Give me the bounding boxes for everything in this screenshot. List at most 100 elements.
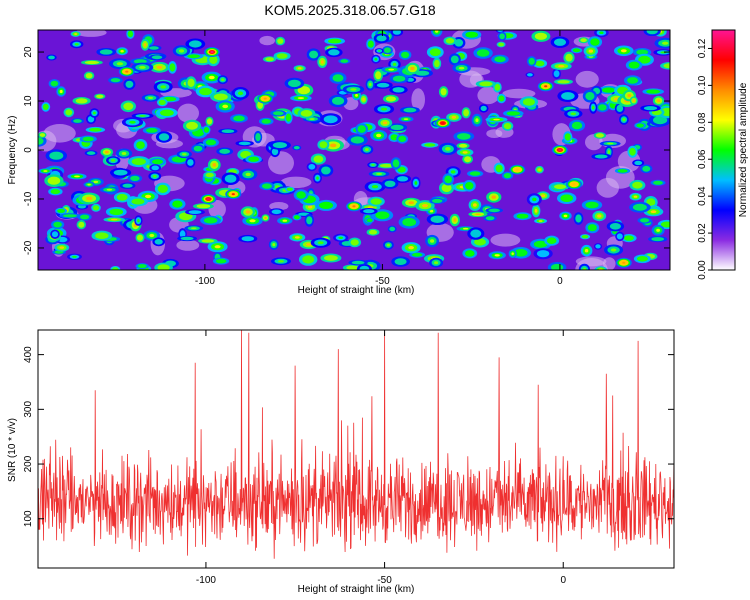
heatmap-blob	[238, 141, 251, 146]
heatmap-blob	[169, 63, 176, 72]
heatmap-blob	[51, 231, 59, 238]
heatmap-blob	[503, 123, 512, 130]
heatmap-y-axis-label: Frequency (Hz)	[7, 116, 18, 185]
heatmap-blob	[65, 109, 73, 116]
heatmap-blob	[205, 172, 214, 178]
heatmap-blob	[309, 118, 315, 120]
heatmap-blob	[188, 40, 202, 48]
heatmap-blob	[410, 66, 415, 71]
heatmap-blob	[80, 214, 90, 220]
heatmap-blob	[224, 174, 237, 183]
heatmap-blob	[533, 240, 548, 248]
heatmap-blob	[50, 80, 59, 87]
heatmap-blob	[445, 38, 455, 44]
heatmap-blob	[534, 209, 538, 213]
heatmap-blob	[59, 89, 63, 94]
colorbar-tick-label: 0.00	[697, 260, 708, 280]
heatmap-blob	[397, 166, 406, 173]
heatmap-blob	[660, 221, 670, 228]
heatmap-blob	[180, 236, 194, 241]
heatmap-blob	[392, 75, 406, 82]
heatmap-blob	[332, 96, 345, 105]
heatmap-y-tick-label: 10	[23, 95, 34, 107]
heatmap-blob	[222, 104, 229, 109]
heatmap-blob	[273, 111, 284, 116]
heatmap-blob	[116, 62, 124, 66]
heatmap-blob	[111, 159, 116, 162]
heatmap-blob	[475, 118, 479, 123]
heatmap-blob	[636, 123, 644, 128]
heatmap-blob	[514, 249, 528, 257]
colorbar-tick-label: 0.02	[697, 223, 708, 243]
heatmap-blob	[390, 124, 404, 130]
heatmap-blob	[595, 133, 605, 138]
heatmap-blob	[553, 70, 560, 78]
heatmap-blob	[137, 234, 143, 241]
heatmap-blob	[122, 183, 133, 188]
heatmap-blob	[206, 118, 213, 125]
heatmap-blob	[462, 227, 469, 230]
heatmap-blob	[454, 39, 464, 47]
heatmap-light-patch	[486, 129, 503, 139]
heatmap-light-patch	[502, 88, 536, 99]
heatmap-blob	[264, 216, 267, 219]
heatmap-blob	[493, 118, 500, 121]
heatmap-blob	[261, 183, 272, 189]
heatmap-blob	[629, 147, 636, 156]
heatmap-blob	[75, 98, 88, 104]
heatmap-blob	[464, 156, 472, 163]
heatmap-blob	[309, 50, 319, 59]
heatmap-blob	[429, 209, 434, 213]
heatmap-blob	[293, 146, 300, 150]
heatmap-blob	[271, 148, 279, 156]
heatmap-blob	[203, 217, 218, 224]
heatmap-blob	[451, 115, 457, 119]
heatmap-blob	[380, 163, 393, 168]
heatmap-blob	[160, 85, 167, 89]
heatmap-light-patch	[177, 103, 199, 123]
heatmap-blob	[561, 92, 575, 100]
heatmap-blob	[444, 175, 453, 184]
heatmap-blob	[572, 48, 581, 53]
heatmap-blob	[43, 170, 48, 172]
snr-y-tick-label: 300	[23, 401, 34, 418]
heatmap-blob	[74, 33, 78, 35]
heatmap-blob	[430, 239, 435, 243]
heatmap-blob	[588, 49, 593, 53]
heatmap-blob	[632, 181, 643, 189]
heatmap-blob	[72, 255, 77, 258]
heatmap-blob	[92, 111, 96, 115]
heatmap-y-tick-label: -10	[23, 191, 34, 206]
heatmap-blob	[599, 31, 604, 34]
heatmap-blob	[476, 49, 490, 57]
heatmap-blob	[152, 159, 163, 165]
heatmap-blob	[182, 153, 187, 156]
heatmap-peak	[544, 85, 548, 88]
heatmap-blob	[350, 136, 365, 144]
heatmap-blob	[564, 133, 571, 141]
heatmap-y-ticks: -20 -10 0 10 20	[23, 46, 670, 255]
heatmap-blob	[157, 264, 170, 270]
heatmap-blob	[294, 215, 300, 220]
heatmap-blob	[453, 218, 457, 222]
heatmap-blob	[394, 258, 407, 265]
heatmap-blob	[147, 96, 154, 99]
heatmap-blob	[149, 233, 155, 238]
heatmap-blob	[488, 208, 500, 213]
heatmap-light-patch	[208, 200, 226, 219]
heatmap-blob	[527, 73, 533, 77]
heatmap-y-tick-label: -20	[23, 240, 34, 255]
heatmap-blob	[376, 133, 382, 138]
heatmap-blob	[632, 99, 635, 102]
heatmap-x-tick-label: -100	[195, 276, 215, 287]
heatmap-blob	[209, 55, 218, 64]
heatmap-blob	[516, 213, 529, 219]
heatmap-blob	[131, 198, 145, 205]
heatmap-blob	[120, 50, 124, 53]
heatmap-blob	[116, 193, 128, 201]
heatmap-blob	[302, 255, 315, 264]
heatmap-blob	[365, 148, 369, 151]
heatmap-blob	[308, 164, 316, 170]
heatmap-blob	[368, 229, 378, 235]
heatmap-blob	[277, 38, 284, 44]
